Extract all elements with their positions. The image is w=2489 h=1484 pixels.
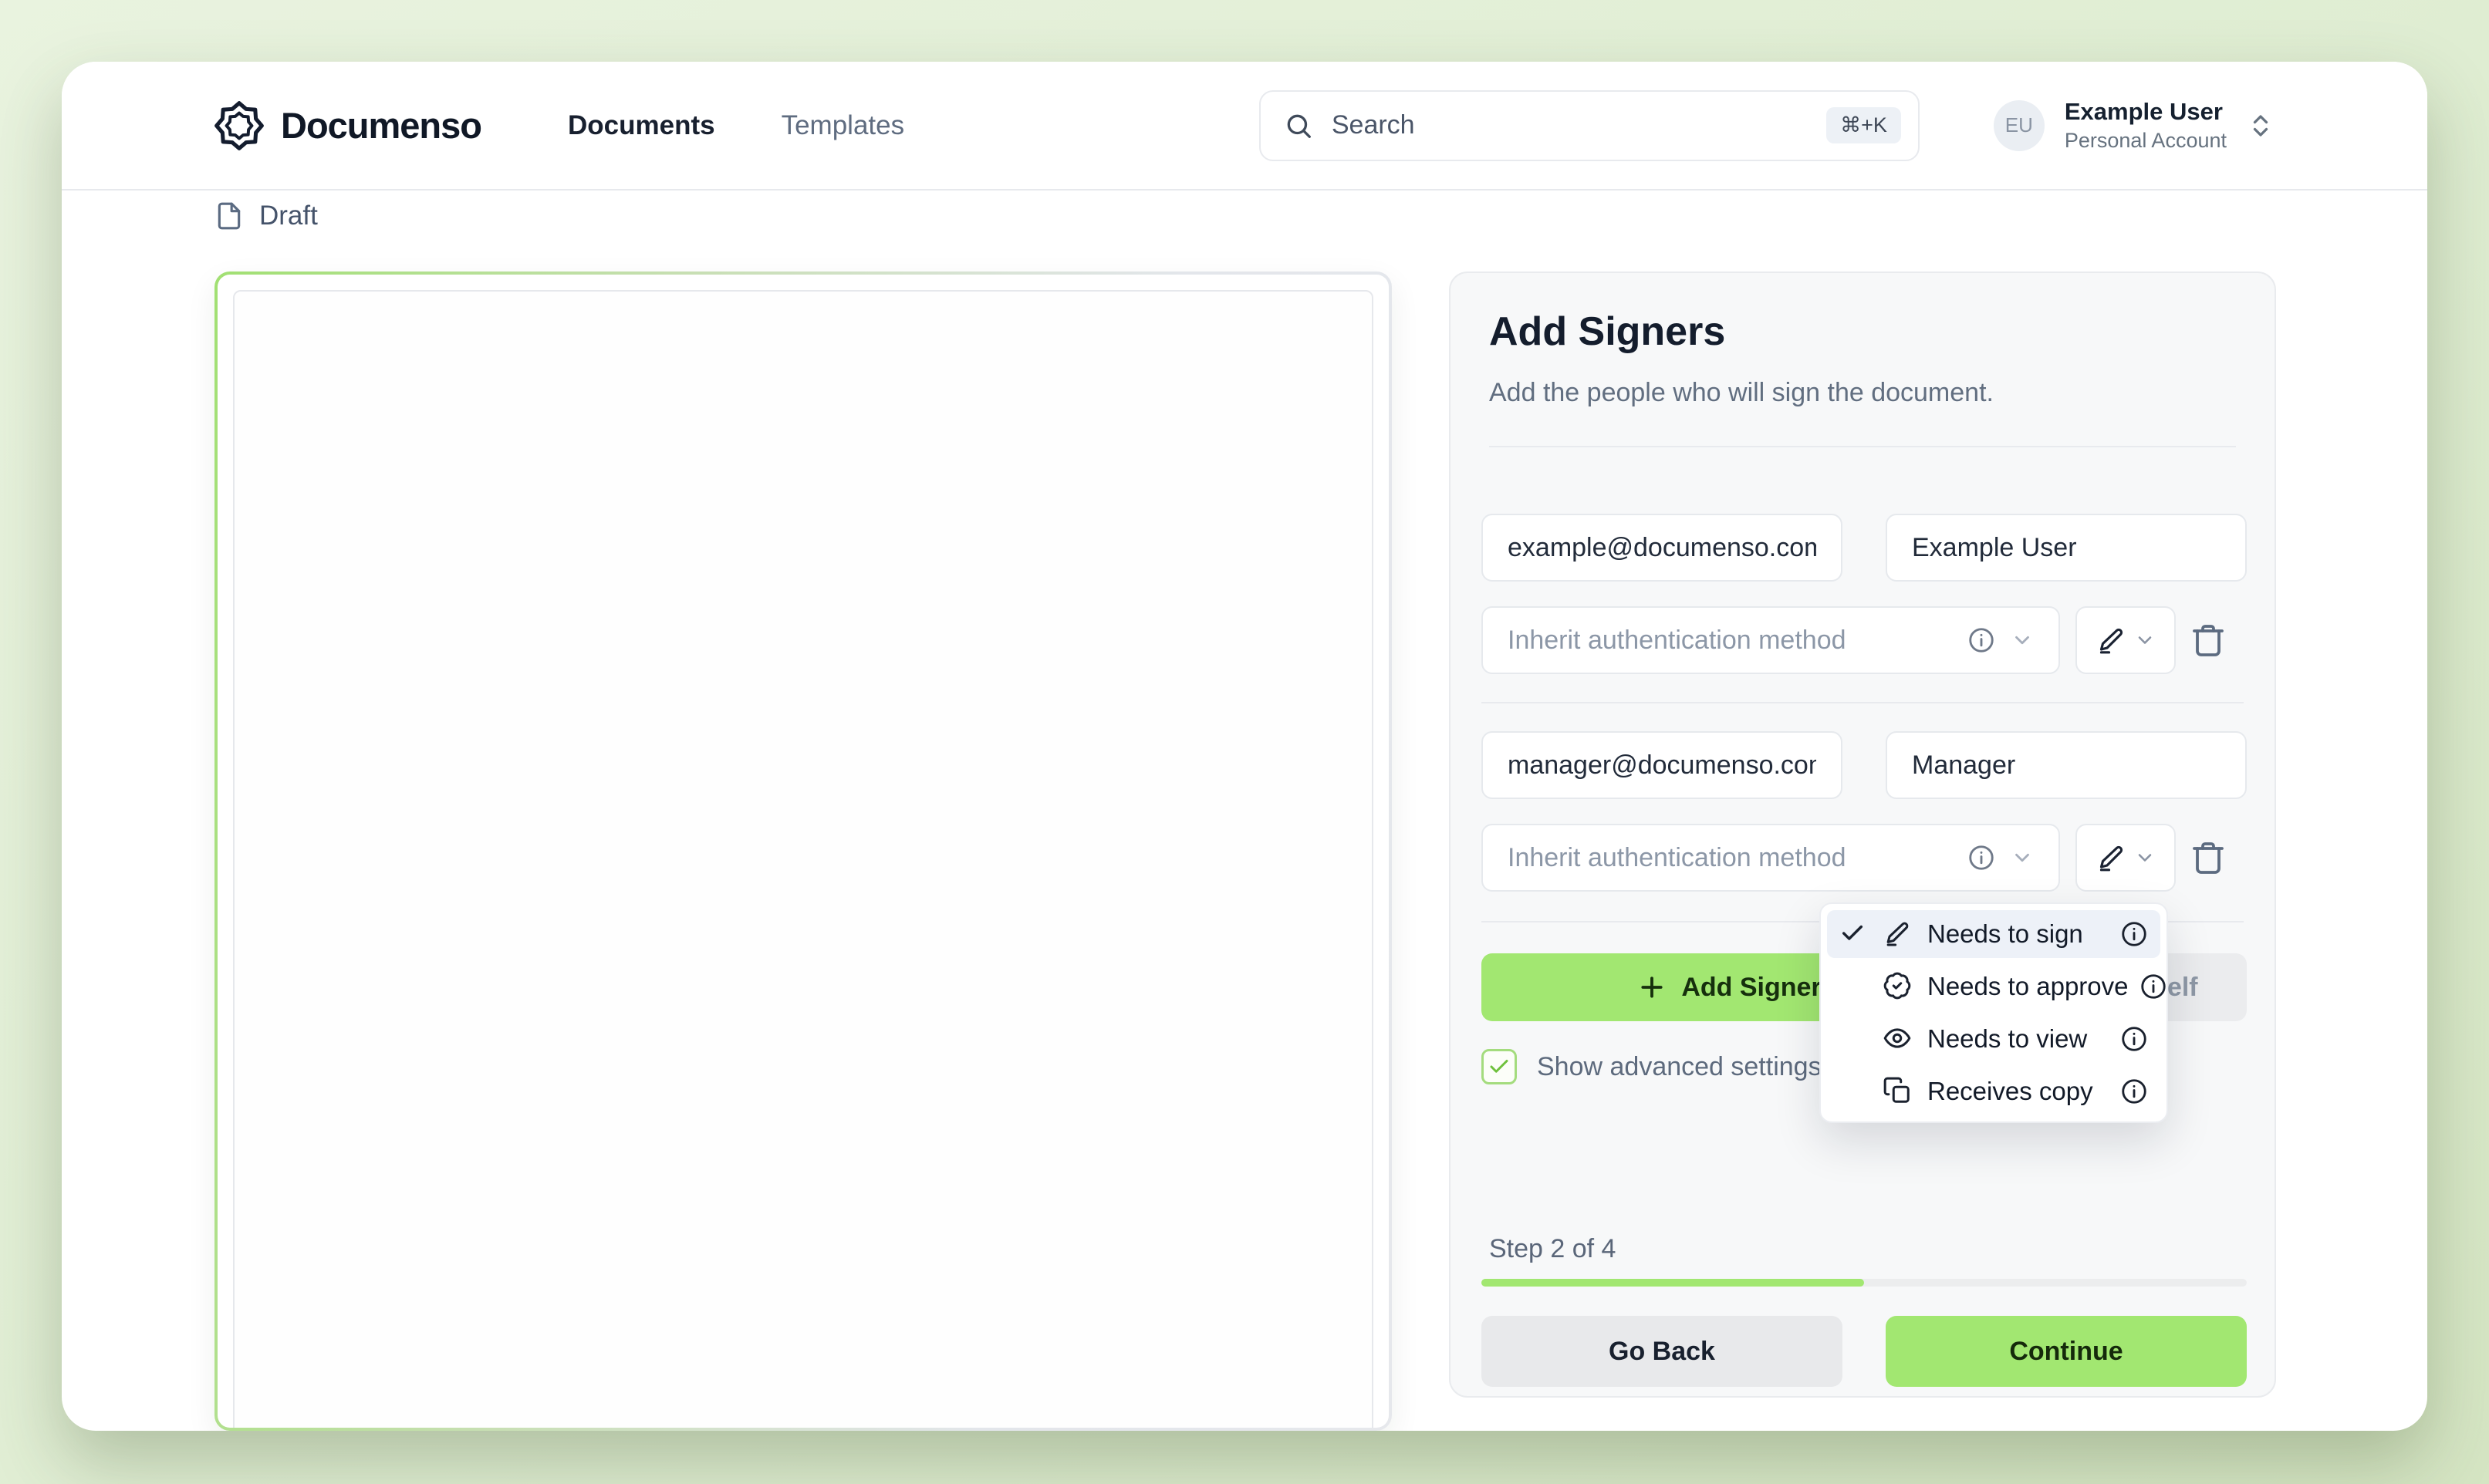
chevron-down-icon bbox=[2015, 853, 2029, 862]
documenso-logo-icon bbox=[214, 101, 264, 150]
search-bar[interactable]: ⌘+K bbox=[1258, 89, 1920, 161]
info-icon bbox=[1969, 628, 1994, 653]
search-shortcut-badge: ⌘+K bbox=[1826, 107, 1901, 143]
menu-item-needs-to-view[interactable]: Needs to view bbox=[1827, 1015, 2160, 1063]
pen-icon bbox=[2099, 845, 2123, 872]
menu-item-label: Needs to view bbox=[1927, 1024, 2088, 1053]
brand[interactable]: Documenso bbox=[214, 101, 482, 150]
account-name: Example User bbox=[2064, 98, 2223, 125]
check-icon bbox=[1490, 1060, 1508, 1073]
signer2-name-field[interactable] bbox=[1886, 731, 2247, 799]
info-icon[interactable] bbox=[2139, 973, 2167, 1000]
pen-icon bbox=[2099, 628, 2123, 654]
progress-bar bbox=[1481, 1279, 2247, 1287]
info-icon[interactable] bbox=[2120, 1078, 2148, 1105]
main-card: Documenso Documents Templates ⌘+K EU Exa… bbox=[62, 62, 2427, 1431]
info-icon[interactable] bbox=[2120, 920, 2148, 948]
divider bbox=[1481, 702, 2244, 703]
panel-title: Add Signers bbox=[1489, 309, 1726, 354]
check-icon bbox=[1839, 920, 1867, 948]
signer2-auth-placeholder: Inherit authentication method bbox=[1508, 842, 1846, 872]
info-icon[interactable] bbox=[2120, 1025, 2148, 1053]
chevron-down-icon bbox=[2138, 854, 2152, 862]
advanced-settings-checkbox[interactable] bbox=[1481, 1049, 1517, 1084]
signer2-email-field[interactable] bbox=[1481, 731, 1842, 799]
signer2-delete-button[interactable] bbox=[2185, 824, 2231, 892]
account-text: Example User Personal Account bbox=[2065, 98, 2227, 153]
add-signer-label: Add Signer bbox=[1681, 972, 1822, 1002]
search-icon bbox=[1287, 114, 1311, 138]
chevrons-up-down-icon[interactable] bbox=[2247, 112, 2275, 140]
signer2-email-input[interactable] bbox=[1508, 750, 1816, 781]
nav-templates[interactable]: Templates bbox=[781, 110, 905, 140]
copy-icon bbox=[1883, 1076, 1913, 1107]
status-label: Draft bbox=[259, 201, 318, 231]
divider bbox=[1489, 446, 2236, 447]
role-dropdown-menu: Needs to sign Needs to approve bbox=[1819, 902, 2168, 1123]
menu-item-needs-to-approve[interactable]: Needs to approve bbox=[1827, 963, 2166, 1010]
search-input[interactable] bbox=[1331, 110, 1808, 140]
trash-icon bbox=[2193, 625, 2224, 656]
badge-check-icon bbox=[1883, 971, 1913, 1002]
signer2-name-input[interactable] bbox=[1912, 750, 2221, 781]
app-header: Documenso Documents Templates ⌘+K EU Exa… bbox=[62, 62, 2427, 191]
menu-item-label: Receives copy bbox=[1927, 1077, 2093, 1105]
add-signers-panel: Add Signers Add the people who will sign… bbox=[1449, 272, 2276, 1398]
account-menu[interactable]: EU Example User Personal Account bbox=[1993, 98, 2275, 153]
signer1-email-field[interactable] bbox=[1481, 514, 1842, 582]
trash-icon bbox=[2193, 842, 2224, 874]
signer1-role-button[interactable] bbox=[2075, 606, 2176, 674]
signer2-auth-select[interactable]: Inherit authentication method bbox=[1481, 824, 2060, 892]
signer1-name-input[interactable] bbox=[1912, 532, 2221, 563]
go-back-button[interactable]: Go Back bbox=[1481, 1316, 1842, 1387]
menu-item-receives-copy[interactable]: Receives copy bbox=[1827, 1067, 2160, 1115]
signer2-role-button[interactable] bbox=[2075, 824, 2176, 892]
pen-icon bbox=[1883, 919, 1913, 949]
signer1-email-input[interactable] bbox=[1508, 532, 1816, 563]
chevron-down-icon bbox=[2015, 636, 2029, 645]
advanced-settings-label: Show advanced settings bbox=[1537, 1051, 1822, 1081]
step-indicator: Step 2 of 4 bbox=[1489, 1234, 1616, 1263]
menu-item-label: Needs to sign bbox=[1927, 919, 2083, 948]
file-icon bbox=[218, 202, 241, 230]
signer1-name-field[interactable] bbox=[1886, 514, 2247, 582]
main-nav: Documents Templates bbox=[568, 110, 904, 141]
chevron-down-icon bbox=[2138, 636, 2152, 644]
signer1-auth-placeholder: Inherit authentication method bbox=[1508, 625, 1846, 655]
menu-item-label: Needs to approve bbox=[1927, 972, 2129, 1000]
signer1-auth-select[interactable]: Inherit authentication method bbox=[1481, 606, 2060, 674]
pdf-page bbox=[233, 290, 1373, 1428]
progress-fill bbox=[1481, 1279, 1864, 1287]
menu-item-needs-to-sign[interactable]: Needs to sign bbox=[1827, 910, 2160, 958]
signer1-delete-button[interactable] bbox=[2185, 606, 2231, 674]
check-spacer bbox=[1839, 1025, 1867, 1053]
info-icon bbox=[1969, 845, 1994, 870]
document-viewer bbox=[214, 272, 1392, 1431]
eye-icon bbox=[1883, 1024, 1913, 1054]
account-type: Personal Account bbox=[2064, 129, 2227, 152]
continue-button[interactable]: Continue bbox=[1886, 1316, 2247, 1387]
plus-icon bbox=[1641, 976, 1663, 998]
nav-documents[interactable]: Documents bbox=[568, 110, 715, 140]
advanced-settings-row: Show advanced settings bbox=[1481, 1049, 1822, 1084]
check-spacer bbox=[1839, 973, 1867, 1000]
panel-subtitle: Add the people who will sign the documen… bbox=[1489, 378, 1994, 407]
document-viewer-inner bbox=[218, 275, 1389, 1428]
document-status: Draft bbox=[214, 201, 318, 231]
avatar: EU bbox=[1993, 99, 2045, 151]
check-spacer bbox=[1839, 1078, 1867, 1105]
brand-name: Documenso bbox=[281, 105, 482, 146]
